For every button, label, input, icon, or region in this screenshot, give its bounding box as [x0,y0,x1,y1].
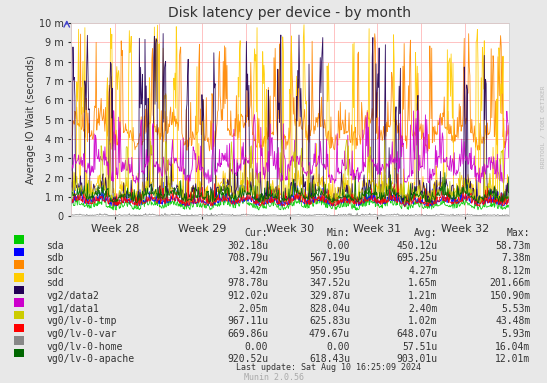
Text: 2.40m: 2.40m [408,304,438,314]
Text: sdd: sdd [46,278,64,288]
Text: 920.52u: 920.52u [227,354,268,364]
Text: 950.95u: 950.95u [309,266,350,276]
Text: Munin 2.0.56: Munin 2.0.56 [243,373,304,381]
Text: vg0/lv-0-home: vg0/lv-0-home [46,342,123,352]
Text: 4.27m: 4.27m [408,266,438,276]
Text: 302.18u: 302.18u [227,241,268,250]
Text: 201.66m: 201.66m [490,278,531,288]
Text: vg1/data1: vg1/data1 [46,304,100,314]
Text: sdb: sdb [46,253,64,263]
Text: 1.65m: 1.65m [408,278,438,288]
Text: vg0/lv-0-tmp: vg0/lv-0-tmp [46,316,117,326]
Text: 479.67u: 479.67u [309,329,350,339]
Text: 0.00: 0.00 [327,241,350,250]
Text: 669.86u: 669.86u [227,329,268,339]
Text: Last update: Sat Aug 10 16:25:09 2024: Last update: Sat Aug 10 16:25:09 2024 [236,363,421,372]
Text: vg0/lv-0-var: vg0/lv-0-var [46,329,117,339]
Text: 695.25u: 695.25u [397,253,438,263]
Text: 329.87u: 329.87u [309,291,350,301]
Text: 967.11u: 967.11u [227,316,268,326]
Text: 912.02u: 912.02u [227,291,268,301]
Text: sda: sda [46,241,64,250]
Text: 58.73m: 58.73m [496,241,531,250]
Text: 708.79u: 708.79u [227,253,268,263]
Text: Max:: Max: [507,228,531,238]
Text: Avg:: Avg: [414,228,438,238]
Text: 12.01m: 12.01m [496,354,531,364]
Text: 0.00: 0.00 [327,342,350,352]
Text: sdc: sdc [46,266,64,276]
Text: 7.38m: 7.38m [501,253,531,263]
Text: 1.21m: 1.21m [408,291,438,301]
Text: 978.78u: 978.78u [227,278,268,288]
Text: 828.04u: 828.04u [309,304,350,314]
Text: vg2/data2: vg2/data2 [46,291,100,301]
Text: 903.01u: 903.01u [397,354,438,364]
Text: 567.19u: 567.19u [309,253,350,263]
Text: 150.90m: 150.90m [490,291,531,301]
Text: 648.07u: 648.07u [397,329,438,339]
Text: 43.48m: 43.48m [496,316,531,326]
Text: 5.93m: 5.93m [501,329,531,339]
Y-axis label: Average IO Wait (seconds): Average IO Wait (seconds) [26,55,36,184]
Text: 347.52u: 347.52u [309,278,350,288]
Text: 57.51u: 57.51u [403,342,438,352]
Text: 618.43u: 618.43u [309,354,350,364]
Text: 8.12m: 8.12m [501,266,531,276]
Text: 16.04m: 16.04m [496,342,531,352]
Text: 3.42m: 3.42m [238,266,268,276]
Text: 625.83u: 625.83u [309,316,350,326]
Text: Cur:: Cur: [245,228,268,238]
Text: 0.00: 0.00 [245,342,268,352]
Text: 2.05m: 2.05m [238,304,268,314]
Text: 5.53m: 5.53m [501,304,531,314]
Text: vg0/lv-0-apache: vg0/lv-0-apache [46,354,135,364]
Text: Min:: Min: [327,228,350,238]
Text: 1.02m: 1.02m [408,316,438,326]
Text: 450.12u: 450.12u [397,241,438,250]
Title: Disk latency per device - by month: Disk latency per device - by month [168,7,411,20]
Text: RRDTOOL / TOBI OETIKER: RRDTOOL / TOBI OETIKER [540,85,545,168]
